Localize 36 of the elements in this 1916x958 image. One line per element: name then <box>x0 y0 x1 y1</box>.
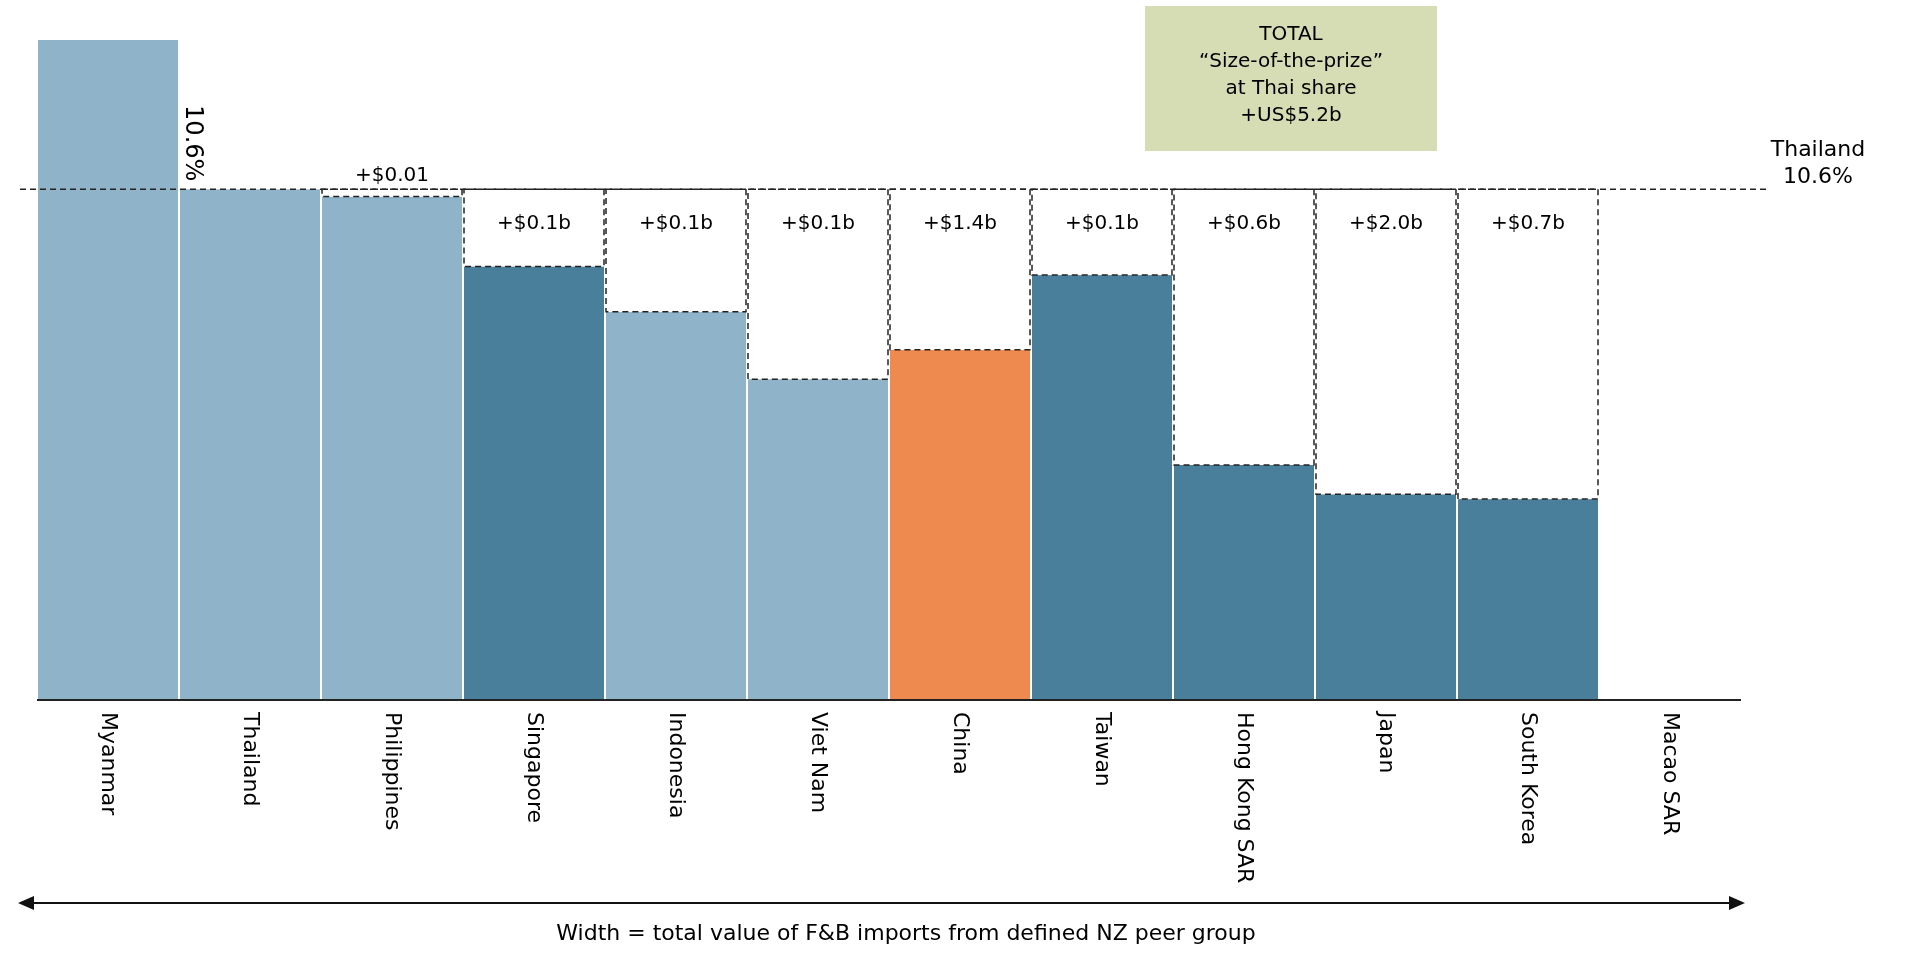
annotation: +$0.01 <box>354 161 430 186</box>
x-tick-label: Myanmar <box>97 712 122 817</box>
x-tick-label: South Korea <box>1517 712 1542 846</box>
text: Width = total value of F&B imports from defined NZ peer group <box>556 920 1256 945</box>
bar <box>180 189 320 700</box>
annotation: TOTAL “Size-of-the-prize” at Thai share +US$5.2b <box>1198 21 1384 126</box>
x-tick-label: Thailand <box>239 711 264 807</box>
x-tick-label: Taiwan <box>1091 711 1116 787</box>
bar <box>606 311 746 700</box>
bar <box>38 40 178 700</box>
bar <box>1458 499 1598 700</box>
bar <box>322 196 462 700</box>
bar <box>464 266 604 700</box>
annotation: +$0.6b <box>1207 209 1281 234</box>
x-tick-label: Hong Kong SAR <box>1233 712 1258 884</box>
annotation: +$1.4b <box>923 209 997 234</box>
bar <box>890 349 1030 700</box>
annotation: +$0.1b <box>497 209 571 234</box>
bar <box>1316 494 1456 700</box>
annotation: +$0.7b <box>1491 209 1565 234</box>
annotation: +$2.0b <box>1349 209 1423 234</box>
annotation: +$0.1b <box>1065 209 1139 234</box>
annotation: +$0.1b <box>781 209 855 234</box>
x-tick-label: Japan <box>1375 710 1400 774</box>
bar <box>748 379 888 700</box>
bar <box>1174 464 1314 700</box>
bar <box>1032 275 1172 700</box>
x-tick-label: Indonesia <box>665 712 690 819</box>
annotation: +$0.1b <box>639 209 713 234</box>
x-tick-label: Macao SAR <box>1659 712 1684 836</box>
x-tick-label: Viet Nam <box>807 712 832 814</box>
x-tick-label: China <box>949 712 974 775</box>
data-label: 10.6% <box>180 105 208 182</box>
x-tick-label: Singapore <box>523 712 548 823</box>
x-tick-label: Philippines <box>381 712 406 831</box>
ref-line-label: Thailand 10.6% <box>1769 136 1866 189</box>
